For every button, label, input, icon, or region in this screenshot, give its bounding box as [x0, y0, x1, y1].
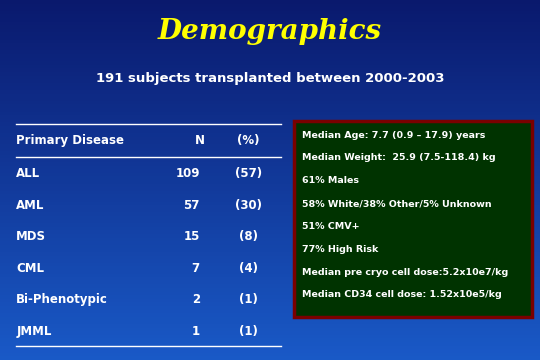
Text: 58% White/38% Other/5% Unknown: 58% White/38% Other/5% Unknown — [302, 199, 492, 208]
Text: Median Weight:  25.9 (7.5-118.4) kg: Median Weight: 25.9 (7.5-118.4) kg — [302, 153, 496, 162]
Text: (%): (%) — [237, 134, 260, 147]
Text: Median CD34 cell dose: 1.52x10e5/kg: Median CD34 cell dose: 1.52x10e5/kg — [302, 291, 502, 300]
Text: (8): (8) — [239, 230, 258, 243]
Text: Bi-Phenotypic: Bi-Phenotypic — [16, 293, 108, 306]
Text: (30): (30) — [235, 199, 262, 212]
Text: 191 subjects transplanted between 2000-2003: 191 subjects transplanted between 2000-2… — [96, 72, 444, 85]
Text: ALL: ALL — [16, 167, 40, 180]
Text: 77% High Risk: 77% High Risk — [302, 245, 379, 254]
Text: (57): (57) — [235, 167, 262, 180]
Text: Median pre cryo cell dose:5.2x10e7/kg: Median pre cryo cell dose:5.2x10e7/kg — [302, 267, 509, 276]
Text: Primary Disease: Primary Disease — [16, 134, 124, 147]
Text: CML: CML — [16, 262, 44, 275]
Text: Demographics: Demographics — [158, 18, 382, 45]
Text: 1: 1 — [192, 325, 200, 338]
Text: AML: AML — [16, 199, 45, 212]
Text: 2: 2 — [192, 293, 200, 306]
Text: (4): (4) — [239, 262, 258, 275]
FancyBboxPatch shape — [294, 121, 532, 317]
Text: 7: 7 — [192, 262, 200, 275]
Text: JMML: JMML — [16, 325, 52, 338]
Text: (1): (1) — [239, 325, 258, 338]
Text: 51% CMV+: 51% CMV+ — [302, 222, 360, 231]
Text: Median Age: 7.7 (0.9 – 17.9) years: Median Age: 7.7 (0.9 – 17.9) years — [302, 131, 486, 140]
Text: 57: 57 — [184, 199, 200, 212]
Text: 61% Males: 61% Males — [302, 176, 360, 185]
Text: 109: 109 — [176, 167, 200, 180]
Text: MDS: MDS — [16, 230, 46, 243]
Text: (1): (1) — [239, 293, 258, 306]
Text: N: N — [195, 134, 205, 147]
Text: 15: 15 — [184, 230, 200, 243]
